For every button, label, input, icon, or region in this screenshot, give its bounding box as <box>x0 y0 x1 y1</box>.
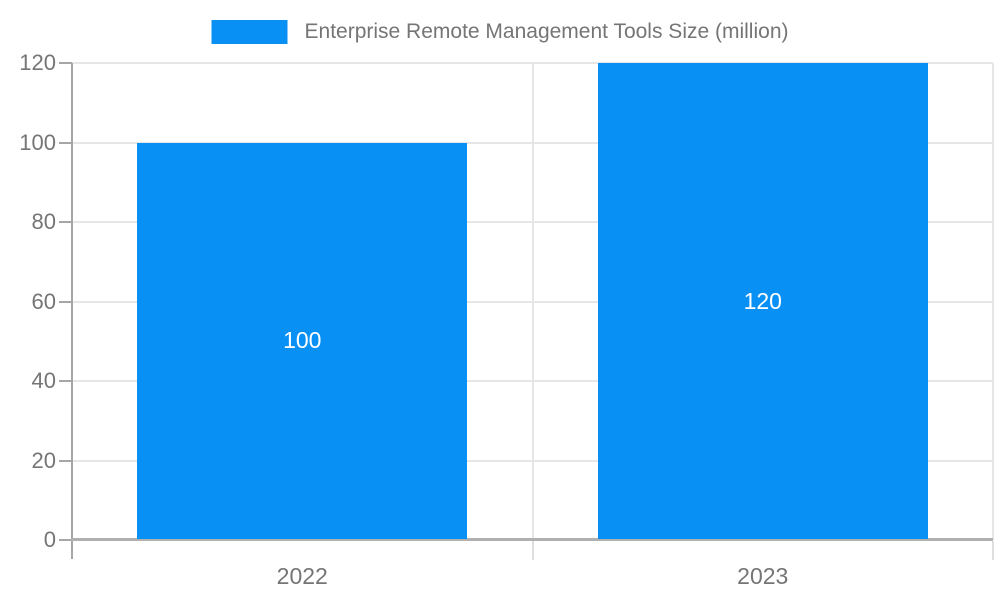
y-axis-tick <box>59 459 72 462</box>
chart-legend[interactable]: Enterprise Remote Management Tools Size … <box>211 20 789 44</box>
category-boundary-gridline <box>531 63 534 540</box>
y-axis-label: 0 <box>43 527 56 552</box>
y-axis-tick <box>59 221 72 223</box>
y-axis-tick <box>59 300 72 303</box>
x-axis-label-2023: 2023 <box>737 563 789 589</box>
y-axis-label: 60 <box>31 288 56 314</box>
y-axis-tick <box>59 539 72 541</box>
y-axis-line <box>71 63 73 559</box>
y-axis-tick <box>59 62 72 64</box>
bar-2023[interactable]: 120 <box>597 63 928 539</box>
x-axis-line <box>71 538 993 541</box>
y-axis-label: 20 <box>31 447 56 473</box>
x-axis-label-2022: 2022 <box>276 563 328 589</box>
bar-value-label: 120 <box>743 287 782 314</box>
y-axis-label: 40 <box>31 368 56 393</box>
category-boundary-gridline <box>992 63 994 540</box>
x-axis-tick <box>531 541 534 560</box>
x-axis-tick <box>992 541 994 560</box>
y-axis-label: 100 <box>19 129 56 155</box>
y-axis-tick <box>59 141 72 144</box>
y-axis-label: 120 <box>19 50 56 75</box>
legend-swatch <box>211 20 288 44</box>
bar-value-label: 100 <box>283 327 322 354</box>
legend-label: Enterprise Remote Management Tools Size … <box>304 20 789 43</box>
y-axis-tick <box>59 380 72 382</box>
y-axis-label: 80 <box>31 209 56 234</box>
bar-2022[interactable]: 100 <box>137 142 468 539</box>
